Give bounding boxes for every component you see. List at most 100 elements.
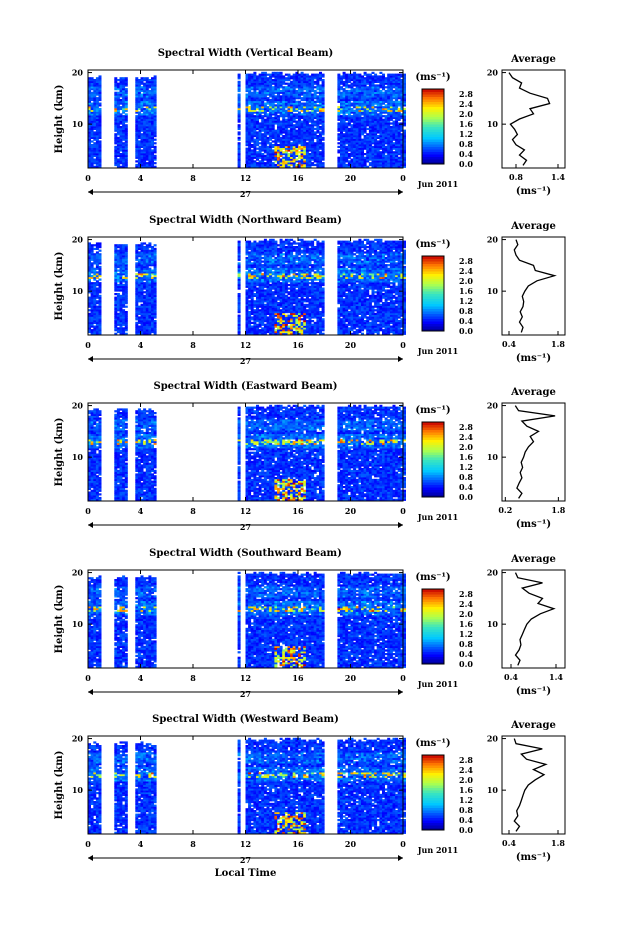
heatmap-cell (151, 89, 154, 93)
heatmap-cell (313, 111, 317, 114)
heatmap-cell (279, 124, 283, 127)
heatmap-cell (253, 122, 257, 125)
colorbar-tick-label: 2.8 (459, 89, 473, 99)
heatmap-cell (361, 111, 364, 114)
heatmap-cell (392, 120, 396, 123)
heatmap-cell (124, 120, 128, 123)
heatmap-cell (350, 116, 354, 120)
heatmap-cell (279, 127, 283, 130)
heatmap-cell (137, 100, 141, 103)
heatmap-cell (387, 84, 391, 87)
heatmap-cell (358, 115, 362, 118)
heatmap-cell (366, 106, 370, 109)
heatmap-cell (347, 106, 351, 109)
heatmap-cell (116, 151, 120, 154)
heatmap-cell (379, 138, 383, 141)
heatmap-cell (279, 84, 283, 87)
heatmap-cell (389, 100, 393, 103)
heatmap-cell (277, 79, 280, 82)
heatmap-cell (311, 116, 315, 120)
heatmap-cell (271, 71, 275, 74)
heatmap-cell (292, 147, 296, 150)
heatmap-cell (256, 163, 259, 167)
heatmap-cell (384, 129, 388, 132)
heatmap-cell (347, 116, 351, 120)
heatmap-cell (284, 147, 288, 150)
heatmap-cell (135, 142, 139, 145)
heatmap-cell (382, 160, 385, 163)
heatmap-cell (143, 282, 147, 285)
heatmap-cell (337, 93, 341, 96)
heatmap-cell (350, 144, 354, 147)
heatmap-cell (140, 153, 144, 156)
heatmap-cell (93, 138, 97, 141)
heatmap-cell (143, 127, 147, 130)
heatmap-cell (143, 149, 147, 152)
heatmap-cell (382, 97, 385, 100)
heatmap-cell (263, 129, 267, 132)
heatmap-cell (284, 153, 288, 156)
heatmap-cell (392, 100, 396, 103)
heatmap-cell (321, 118, 325, 121)
heatmap-cell (140, 163, 144, 167)
heatmap-cell (353, 145, 357, 148)
heatmap-cell (140, 323, 144, 326)
heatmap-cell (237, 89, 241, 93)
heatmap-cell (88, 138, 91, 141)
heatmap-cell (347, 84, 351, 87)
heatmap-cell (237, 136, 241, 139)
heatmap-cell (153, 82, 157, 85)
heatmap-cell (366, 135, 370, 138)
heatmap-cell (311, 122, 315, 125)
heatmap-cell (347, 89, 351, 93)
heatmap-cell (363, 113, 367, 116)
heatmap-cell (287, 95, 291, 98)
heatmap-cell (376, 131, 380, 134)
heatmap-cell (316, 86, 320, 89)
heatmap-cell (321, 107, 325, 111)
heatmap-cell (266, 107, 270, 111)
heatmap-cell (237, 113, 241, 116)
heatmap-cell (263, 162, 267, 165)
heatmap-cell (266, 323, 270, 326)
heatmap-cell (350, 95, 354, 98)
heatmap-cell (363, 126, 367, 129)
heatmap-cell (347, 118, 351, 121)
heatmap-cell (342, 145, 346, 148)
heatmap-cell (237, 255, 241, 258)
heatmap-cell (263, 144, 267, 147)
heatmap-cell (319, 126, 322, 129)
heatmap-cell (353, 91, 357, 94)
heatmap-cell (368, 91, 372, 94)
heatmap-cell (353, 136, 357, 139)
heatmap-cell (282, 153, 286, 156)
heatmap-cell (114, 162, 118, 165)
heatmap-cell (308, 156, 312, 159)
heatmap-cell (363, 111, 367, 114)
heatmap-cell (114, 115, 118, 118)
heatmap-cell (151, 269, 154, 272)
heatmap-cell (319, 115, 322, 118)
heatmap-cell (379, 115, 383, 118)
heatmap-cell (345, 153, 349, 156)
heatmap-cell (245, 156, 249, 159)
heatmap-cell (345, 158, 349, 161)
heatmap-cell (361, 116, 364, 120)
heatmap-cell (371, 106, 375, 109)
heatmap-cell (151, 120, 154, 123)
heatmap-cell (340, 158, 343, 161)
heatmap-cell (376, 145, 380, 148)
heatmap-cell (266, 163, 270, 167)
heatmap-cell (321, 162, 325, 165)
heatmap-cell (256, 122, 259, 125)
heatmap-cell (124, 145, 128, 148)
heatmap-cell (261, 160, 265, 163)
heatmap-cell (345, 165, 349, 168)
heatmap-cell (361, 144, 364, 147)
heatmap-cell (119, 158, 123, 161)
heatmap-cell (284, 129, 288, 132)
heatmap-cell (119, 84, 123, 87)
heatmap-cell (284, 120, 288, 123)
heatmap-cell (237, 116, 241, 120)
heatmap-cell (313, 75, 317, 78)
